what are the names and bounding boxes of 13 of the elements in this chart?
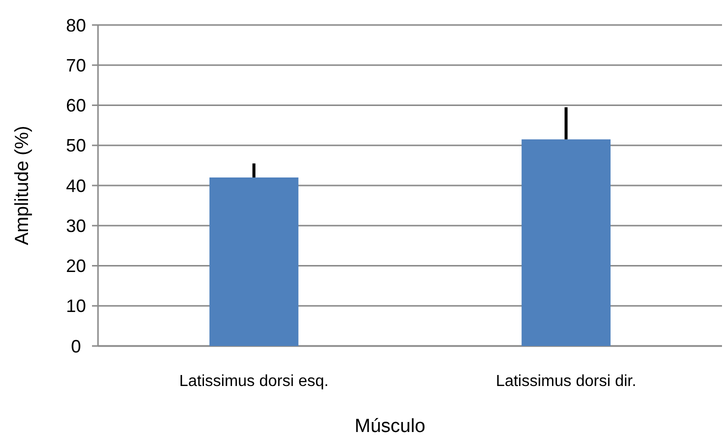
y-tick-label: 20 (66, 256, 86, 276)
y-axis-title: Amplitude (%) (12, 126, 33, 246)
x-tick-label: Latissimus dorsi esq. (179, 373, 329, 390)
y-tick-label: 10 (66, 296, 86, 316)
x-axis-title: Músculo (354, 416, 426, 437)
y-tick-label: 40 (66, 176, 86, 196)
y-tick-label: 70 (66, 55, 86, 76)
y-tick-label: 60 (66, 96, 86, 116)
y-tick-label: 0 (70, 336, 82, 356)
y-tick-label: 30 (66, 216, 86, 236)
y-tick-label: 50 (66, 136, 86, 156)
y-tick-label: 80 (66, 15, 86, 36)
x-tick-label: Latissimus dorsi dir. (496, 373, 636, 390)
